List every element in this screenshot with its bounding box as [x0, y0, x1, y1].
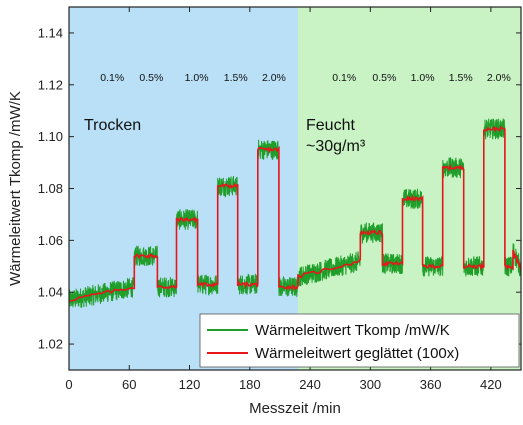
legend-label: Wärmeleitwert Tkomp /mW/K — [255, 322, 450, 339]
plot-lines — [68, 118, 522, 308]
concentration-label: 1.5% — [449, 72, 473, 84]
y-tick-label: 1.02 — [38, 337, 63, 352]
region-labels: Trocken Feucht ~30g/m³ — [84, 117, 366, 155]
x-tick-label: 420 — [480, 377, 502, 392]
concentration-annotations: 0.1% 0.5% 1.0% 1.5% 2.0% 0.1% 0.5% 1.0% 1.5% 2.0% — [100, 72, 511, 84]
y-tick-label: 1.14 — [38, 25, 63, 40]
x-tick-label: 60 — [122, 377, 136, 392]
region-1 — [69, 7, 299, 370]
concentration-label: 0.5% — [372, 72, 396, 84]
region-label: Trocken — [84, 117, 141, 134]
x-axis-ticks: 0 60 120 180 240 300 360 420 — [65, 7, 502, 392]
x-tick-label: 360 — [420, 377, 442, 392]
series-smoothed-line — [68, 125, 522, 302]
concentration-label: 0.1% — [332, 72, 356, 84]
y-tick-label: 1.04 — [38, 285, 63, 300]
concentration-label: 0.5% — [139, 72, 163, 84]
x-tick-label: 180 — [239, 377, 261, 392]
y-tick-label: 1.06 — [38, 233, 63, 248]
x-axis-title: Messzeit /min — [249, 400, 341, 417]
concentration-label: 1.0% — [185, 72, 209, 84]
y-tick-label: 1.10 — [38, 129, 63, 144]
x-tick-label: 300 — [359, 377, 381, 392]
series-raw-line — [68, 118, 522, 308]
y-axis-title: Wärmeleitwert Tkomp /mW/K — [7, 91, 24, 286]
x-tick-label: 0 — [65, 377, 72, 392]
region-label: Feucht ~30g/m³ — [306, 117, 366, 155]
concentration-label: 2.0% — [262, 72, 286, 84]
y-tick-label: 1.12 — [38, 77, 63, 92]
legend: Wärmeleitwert Tkomp /mW/K Wärmeleitwert g… — [199, 313, 520, 368]
concentration-label: 2.0% — [487, 72, 511, 84]
y-axis-ticks: 1.02 1.04 1.06 1.08 1.10 1.12 1.14 — [38, 25, 521, 352]
concentration-label: 1.0% — [411, 72, 435, 84]
x-tick-label: 240 — [299, 377, 321, 392]
concentration-label: 0.1% — [100, 72, 124, 84]
y-tick-label: 1.08 — [38, 181, 63, 196]
legend-label: Wärmeleitwert geglättet (100x) — [255, 345, 459, 362]
x-tick-label: 120 — [179, 377, 201, 392]
concentration-label: 1.5% — [224, 72, 248, 84]
legend-box — [199, 313, 520, 368]
